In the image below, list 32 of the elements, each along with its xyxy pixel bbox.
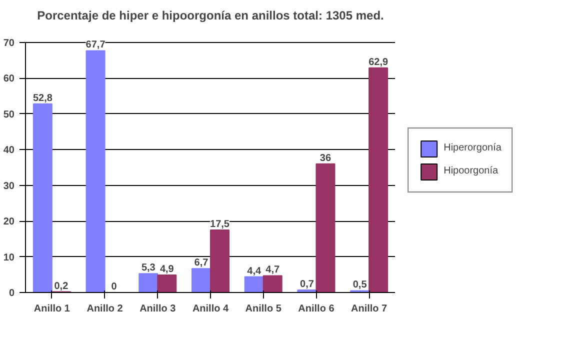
data-label: 17,5 — [210, 219, 230, 230]
data-label: 5,3 — [141, 262, 156, 274]
y-tick-label: 0 — [8, 288, 15, 299]
chart-title: Porcentaje de hiper e hipoorgonía en anillos total: 1305 med. — [37, 8, 384, 22]
x-tick-label: Anillo 1 — [34, 304, 70, 314]
data-label: 6,7 — [194, 258, 209, 269]
data-label: 0,7 — [300, 279, 314, 290]
x-tick-label: Anillo 7 — [351, 304, 388, 314]
y-tick-label: 10 — [3, 252, 15, 264]
y-tick-label: 40 — [3, 145, 15, 156]
y-tick-label: 70 — [3, 38, 15, 49]
y-tick-label: 20 — [3, 216, 15, 228]
data-label: 4,7 — [266, 264, 280, 276]
x-tick-label: Anillo 2 — [86, 304, 124, 314]
x-tick-label: Anillo 6 — [298, 304, 335, 314]
y-tick-label: 50 — [3, 109, 15, 120]
data-label: 0,2 — [54, 280, 69, 292]
data-label: 36 — [320, 152, 332, 164]
x-tick-label: Anillo 5 — [245, 304, 282, 314]
data-label: 52,8 — [32, 92, 53, 104]
data-label: 4,4 — [247, 266, 262, 277]
y-tick-label: 60 — [3, 74, 15, 85]
data-label: 62,9 — [368, 56, 388, 68]
data-label: 67,7 — [86, 40, 106, 51]
x-tick-label: Anillo 4 — [192, 304, 229, 314]
legend-label: Hiperorgonía — [444, 142, 502, 154]
y-tick-label: 30 — [3, 180, 15, 192]
x-tick-label: Anillo 3 — [140, 304, 176, 314]
data-label: 4,9 — [160, 264, 174, 275]
data-label: 0 — [111, 282, 118, 292]
legend-label: Hipoorgonía — [444, 166, 498, 176]
data-label: 0,5 — [352, 280, 368, 291]
